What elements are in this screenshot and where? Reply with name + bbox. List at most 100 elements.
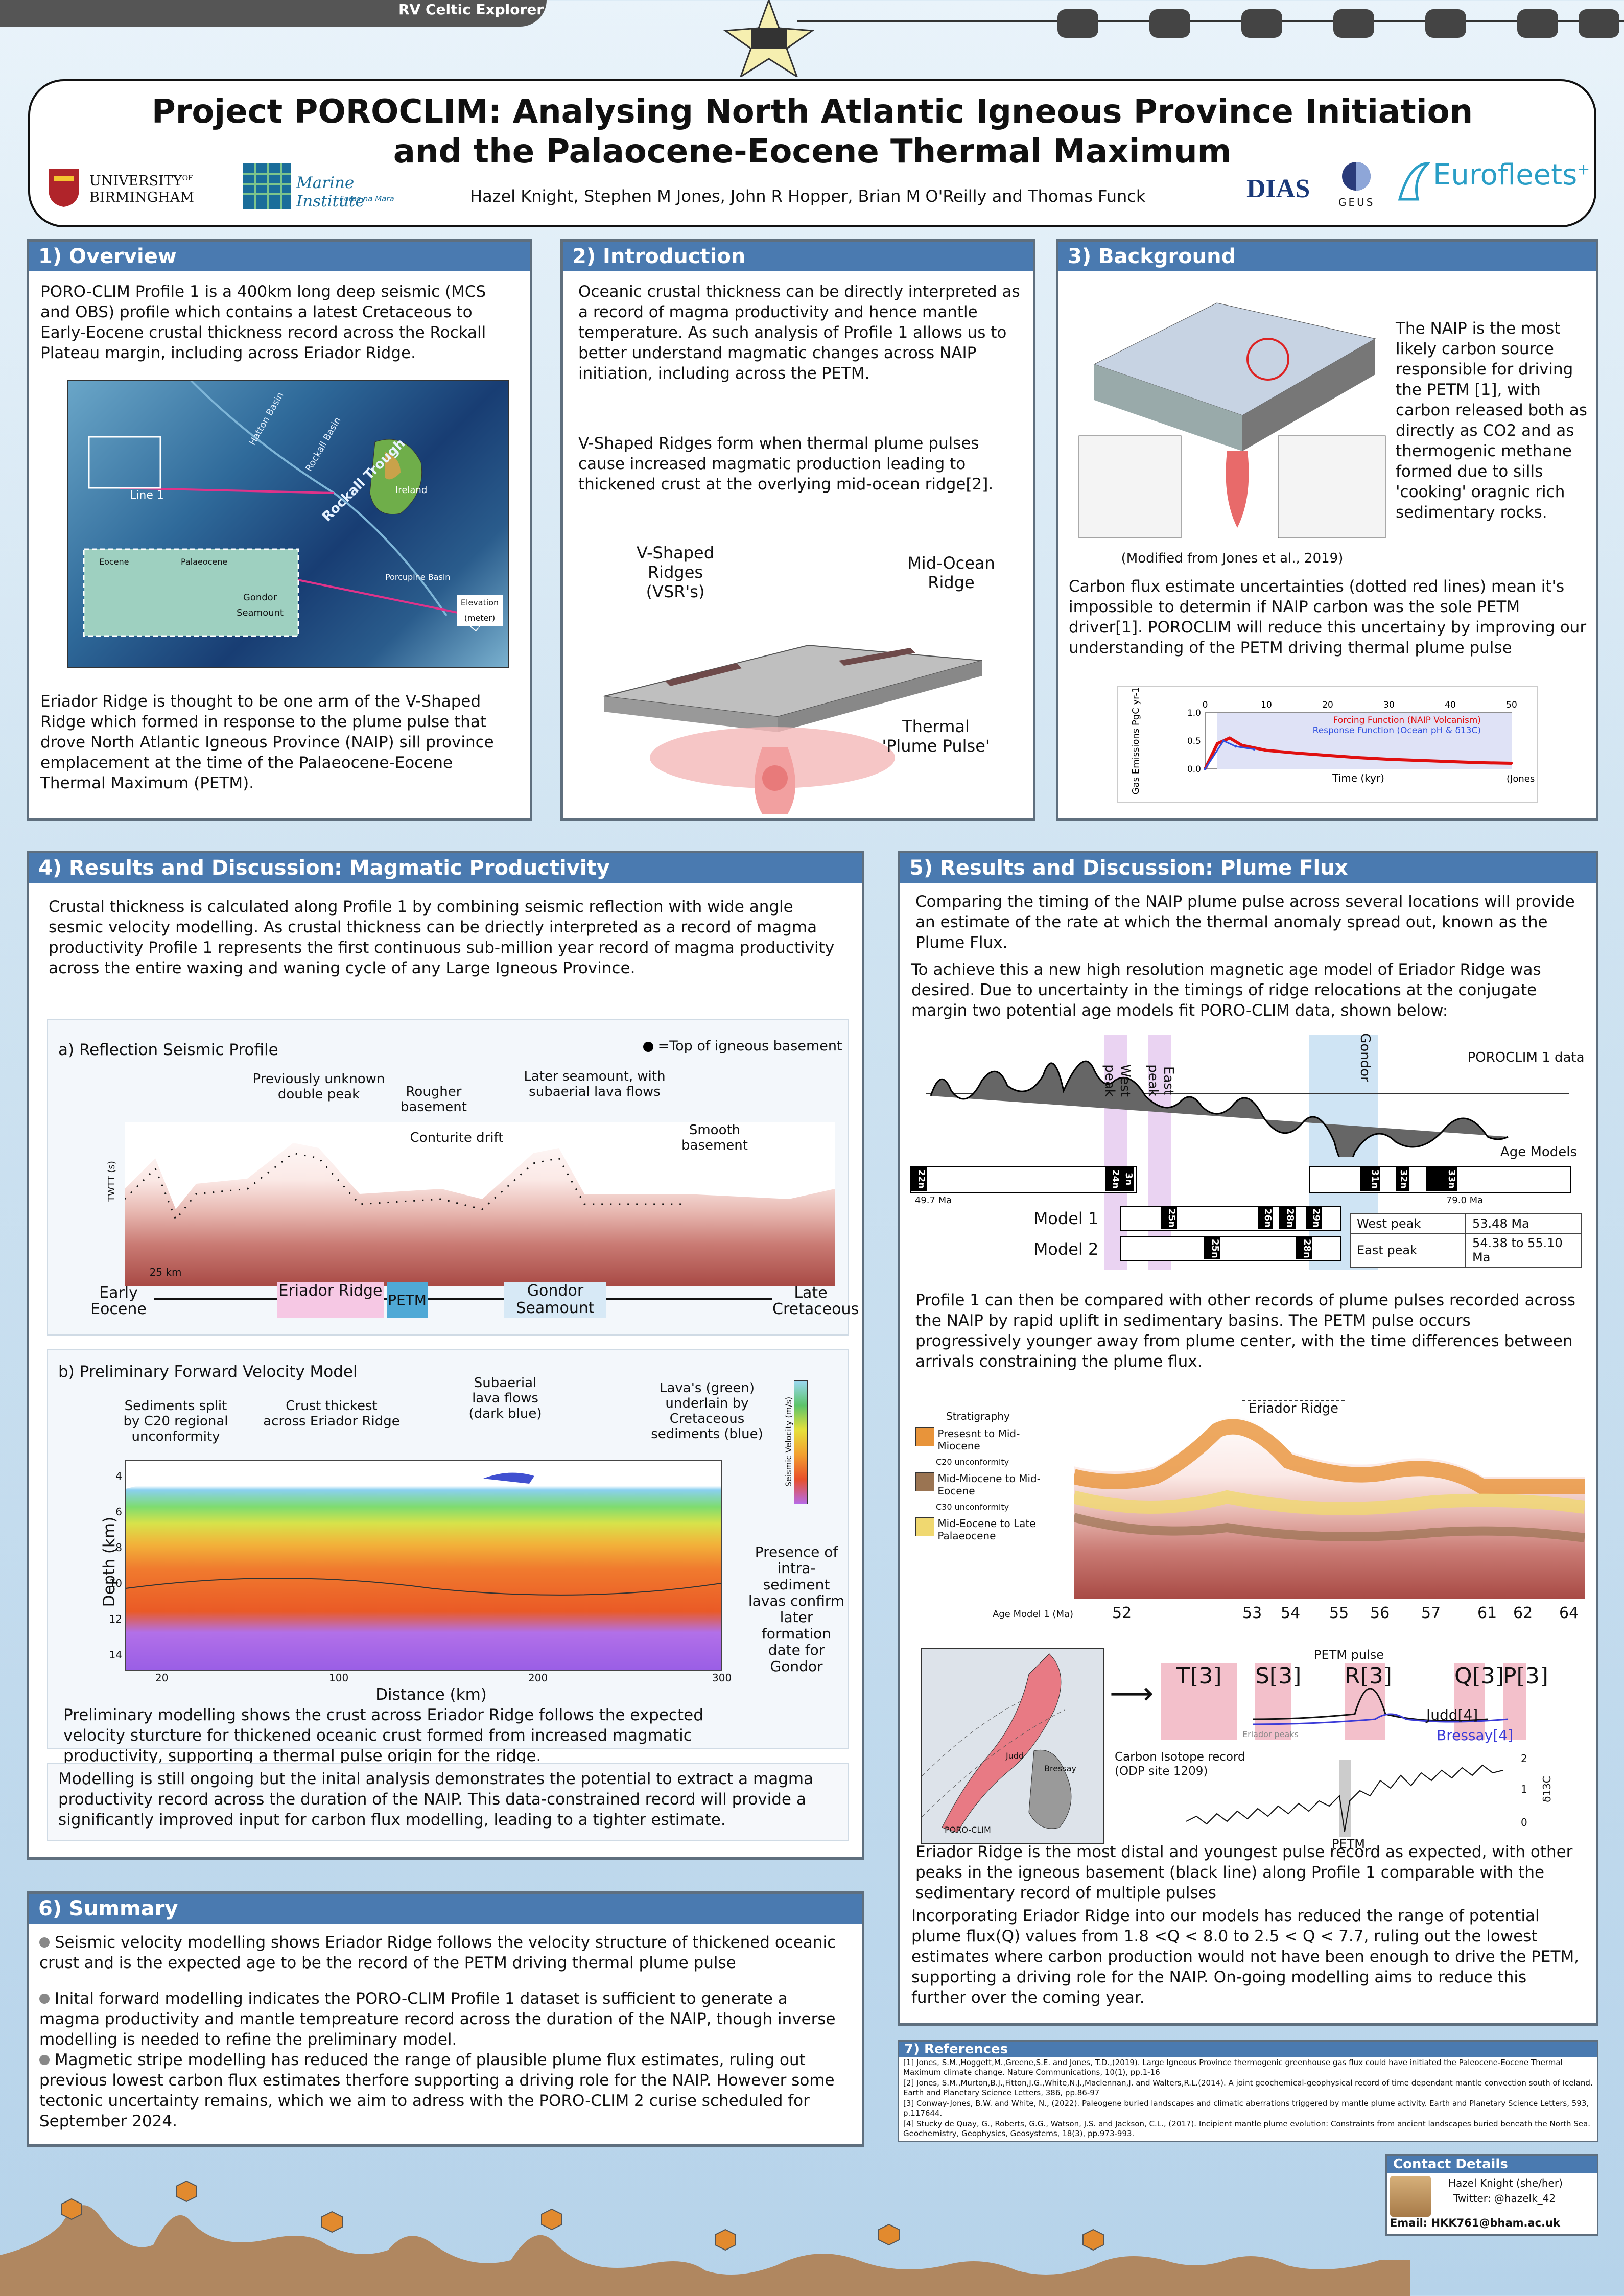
y-tick-label: 0.0 <box>1187 764 1201 775</box>
contact-email[interactable]: Email: HKK761@bham.ac.uk <box>1390 2217 1560 2229</box>
ytick-14: 14 <box>109 1649 122 1661</box>
basement-dot-icon <box>643 1041 653 1052</box>
data-point <box>1357 756 1360 759</box>
fig-b-label-lavas: Lava's (green) underlain by Cretaceous s… <box>651 1380 763 1442</box>
poster-title: Project POROCLIM: Analysing North Atlant… <box>61 92 1563 172</box>
strat-swatch-1 <box>915 1427 934 1446</box>
streamer-line <box>797 20 1624 22</box>
isotope-tick-1: 1 <box>1521 1783 1527 1795</box>
x-tick-label: 10 <box>1261 700 1272 710</box>
summary-item-1: Seismic velocity modelling shows Eriador… <box>39 1933 836 1972</box>
bullet-icon <box>39 1994 50 2004</box>
summary-item-2: Inital forward modelling indicates the P… <box>39 1989 836 2049</box>
strat-legend-title: Stratigraphy <box>946 1410 1010 1422</box>
isotope-label: Carbon Isotope record (ODP site 1209) <box>1115 1750 1245 1778</box>
fig-a-label-seamount: Later seamount, with subaerial lava flow… <box>524 1069 666 1099</box>
plume-para4: Eriador Ridge is the most distal and you… <box>915 1843 1573 1902</box>
data-point <box>1228 737 1231 739</box>
age-axis-ticks: 52 53 54 55 56 57 61 62 64 <box>1074 1604 1585 1625</box>
title-line-2: and the Palaocene-Eocene Thermal Maximum <box>393 133 1232 171</box>
age-models-label: Age Models <box>1500 1144 1578 1160</box>
references-panel: 7) References [1] Jones, S.M.,Hoggett,M.… <box>898 2040 1598 2142</box>
chron-32n: 32n <box>1396 1167 1409 1191</box>
background-para2: Carbon flux estimate uncertainties (dott… <box>1069 577 1587 657</box>
isotope-axis: 2 1 0 δ13C <box>1518 1752 1553 1829</box>
strat-item-2: C20 unconformity <box>936 1457 1009 1467</box>
summary-item: Seismic velocity modelling shows Eriador… <box>39 1932 852 1973</box>
ytick-4: 4 <box>115 1470 122 1482</box>
plume-para3: Profile 1 can then be compared with othe… <box>915 1291 1575 1371</box>
model2-chron-25n: 25n <box>1204 1237 1220 1259</box>
fig-a-legend: =Top of igneous basement <box>643 1038 842 1054</box>
age-tick: 61 <box>1477 1604 1497 1622</box>
x-tick-label: 40 <box>1445 700 1456 710</box>
title-line-1: Project POROCLIM: Analysing North Atlant… <box>151 93 1473 131</box>
contact-twitter: Twitter: @hazelk_42 <box>1453 2192 1556 2205</box>
arrow-icon: ⟶ <box>1110 1676 1154 1712</box>
data-point <box>1265 749 1268 752</box>
uncertainty-band <box>1217 713 1512 769</box>
reference-item: [3] Conway-Jones, B.W. and White, N., (2… <box>903 2099 1589 2118</box>
age-tick: 57 <box>1421 1604 1441 1622</box>
series-line <box>1204 740 1255 769</box>
strat-item-1: Presesnt to Mid-Miocene <box>915 1427 1069 1452</box>
vsr-label: V-Shaped Ridges (VSR's) <box>636 543 715 601</box>
fig-a-label-smooth: Smooth basement <box>681 1122 748 1153</box>
timeline: Early Eocene Eriador Ridge PETM Gondor S… <box>47 1282 859 1323</box>
magmatic-note-box: Modelling is still ongoing but the inita… <box>47 1763 849 1841</box>
table-cell: 53.48 Ma <box>1465 1213 1582 1234</box>
intro-para1: Oceanic crustal thickness can be directl… <box>578 283 1020 383</box>
y-axis-label: Gas Emissions PgC yr-1 <box>1131 687 1141 794</box>
fig-b-label-gondor: Presence of intra-sediment lavas confirm… <box>748 1543 845 1675</box>
overview-bathymetry-map: Hatton Basin Rockall Basin Rockall Troug… <box>67 380 509 668</box>
strat-item-5-text: Mid-Eocene to Late Palaeocene <box>937 1517 1036 1542</box>
plume-para5: Incorporating Eriador Ridge into our mod… <box>911 1907 1580 2007</box>
contact-heading: Contact Details <box>1387 2156 1597 2173</box>
bressay-label: Bressay[4] <box>1437 1727 1513 1744</box>
strat-legend: Stratigraphy Presesnt to Mid-Miocene C20… <box>915 1410 1069 1563</box>
naip-location-map: PORO-CLIM Bressay Judd <box>921 1648 1104 1844</box>
data-point <box>1216 742 1219 745</box>
plume-para1: Comparing the timing of the NAIP plume p… <box>915 893 1575 952</box>
table-cell: 54.38 to 55.10 Ma <box>1465 1233 1582 1268</box>
strat-swatch-3 <box>915 1472 934 1491</box>
intro-para2: V-Shaped Ridges form when thermal plume … <box>578 434 994 494</box>
east-peak-label: East peak <box>1145 1064 1176 1097</box>
pulse-comparison-figure: PORO-CLIM Bressay Judd T[3] S[3] R[3] Q[… <box>910 1645 1590 1851</box>
eurofleets-logo-text: Eurofleets+ <box>1433 158 1590 192</box>
overview-panel: 1) Overview PORO-CLIM Profile 1 is a 400… <box>27 239 532 821</box>
fig-a-title: a) Reflection Seismic Profile <box>58 1041 278 1059</box>
ytick-12: 12 <box>109 1613 122 1625</box>
strat-item-3: Mid-Miocene to Mid-Eocene <box>915 1472 1069 1497</box>
stratigraphy-figure: Eriador Ridge Stratigraphy Presesnt to M… <box>910 1400 1590 1640</box>
y-tick-label: 0.5 <box>1187 736 1201 746</box>
age-tick: 53 <box>1242 1604 1262 1622</box>
strat-item-5: Mid-Eocene to Late Palaeocene <box>915 1517 1069 1542</box>
data-point <box>1418 759 1421 762</box>
fig-a-label-drift: Conturite drift <box>410 1130 504 1145</box>
model-1-bar <box>1120 1206 1341 1231</box>
timeline-early-eocene: Early Eocene <box>90 1284 147 1318</box>
poroclim-location-label: PORO-CLIM <box>945 1825 991 1835</box>
west-peak-label: West peak <box>1102 1064 1133 1097</box>
streamer-buoys <box>1052 4 1619 40</box>
map-label-eocene: Eocene <box>99 557 129 567</box>
xtick-200: 200 <box>528 1672 548 1684</box>
map-label-porcupine: Porcupine Basin <box>385 572 451 582</box>
fig-a-legend-text: =Top of igneous basement <box>657 1038 842 1054</box>
timeline-gondor: Gondor Seamount <box>504 1282 606 1318</box>
map-label-line1: Line 1 <box>130 489 164 502</box>
background-side-text: The NAIP is the most likely carbon sourc… <box>1396 319 1587 522</box>
strat-item-1-text: Presesnt to Mid-Miocene <box>937 1427 1020 1452</box>
magmatic-conclusion: Preliminary modelling shows the crust ac… <box>63 1706 703 1765</box>
data-point <box>1204 767 1207 770</box>
table-row: East peak 54.38 to 55.10 Ma <box>1350 1233 1582 1268</box>
petm-pulse-label: PETM pulse <box>1314 1648 1384 1662</box>
eriador-peaks-label: Eriador peaks <box>1242 1729 1299 1739</box>
data-point <box>1240 744 1243 747</box>
airgun-star-icon <box>715 0 822 79</box>
model1-chron-29n: 29n <box>1306 1207 1322 1229</box>
ship-hull <box>0 0 547 27</box>
authors: Hazel Knight, Stephen M Jones, John R Ho… <box>470 186 1146 206</box>
magnetic-anomaly-plot <box>926 1060 1569 1157</box>
